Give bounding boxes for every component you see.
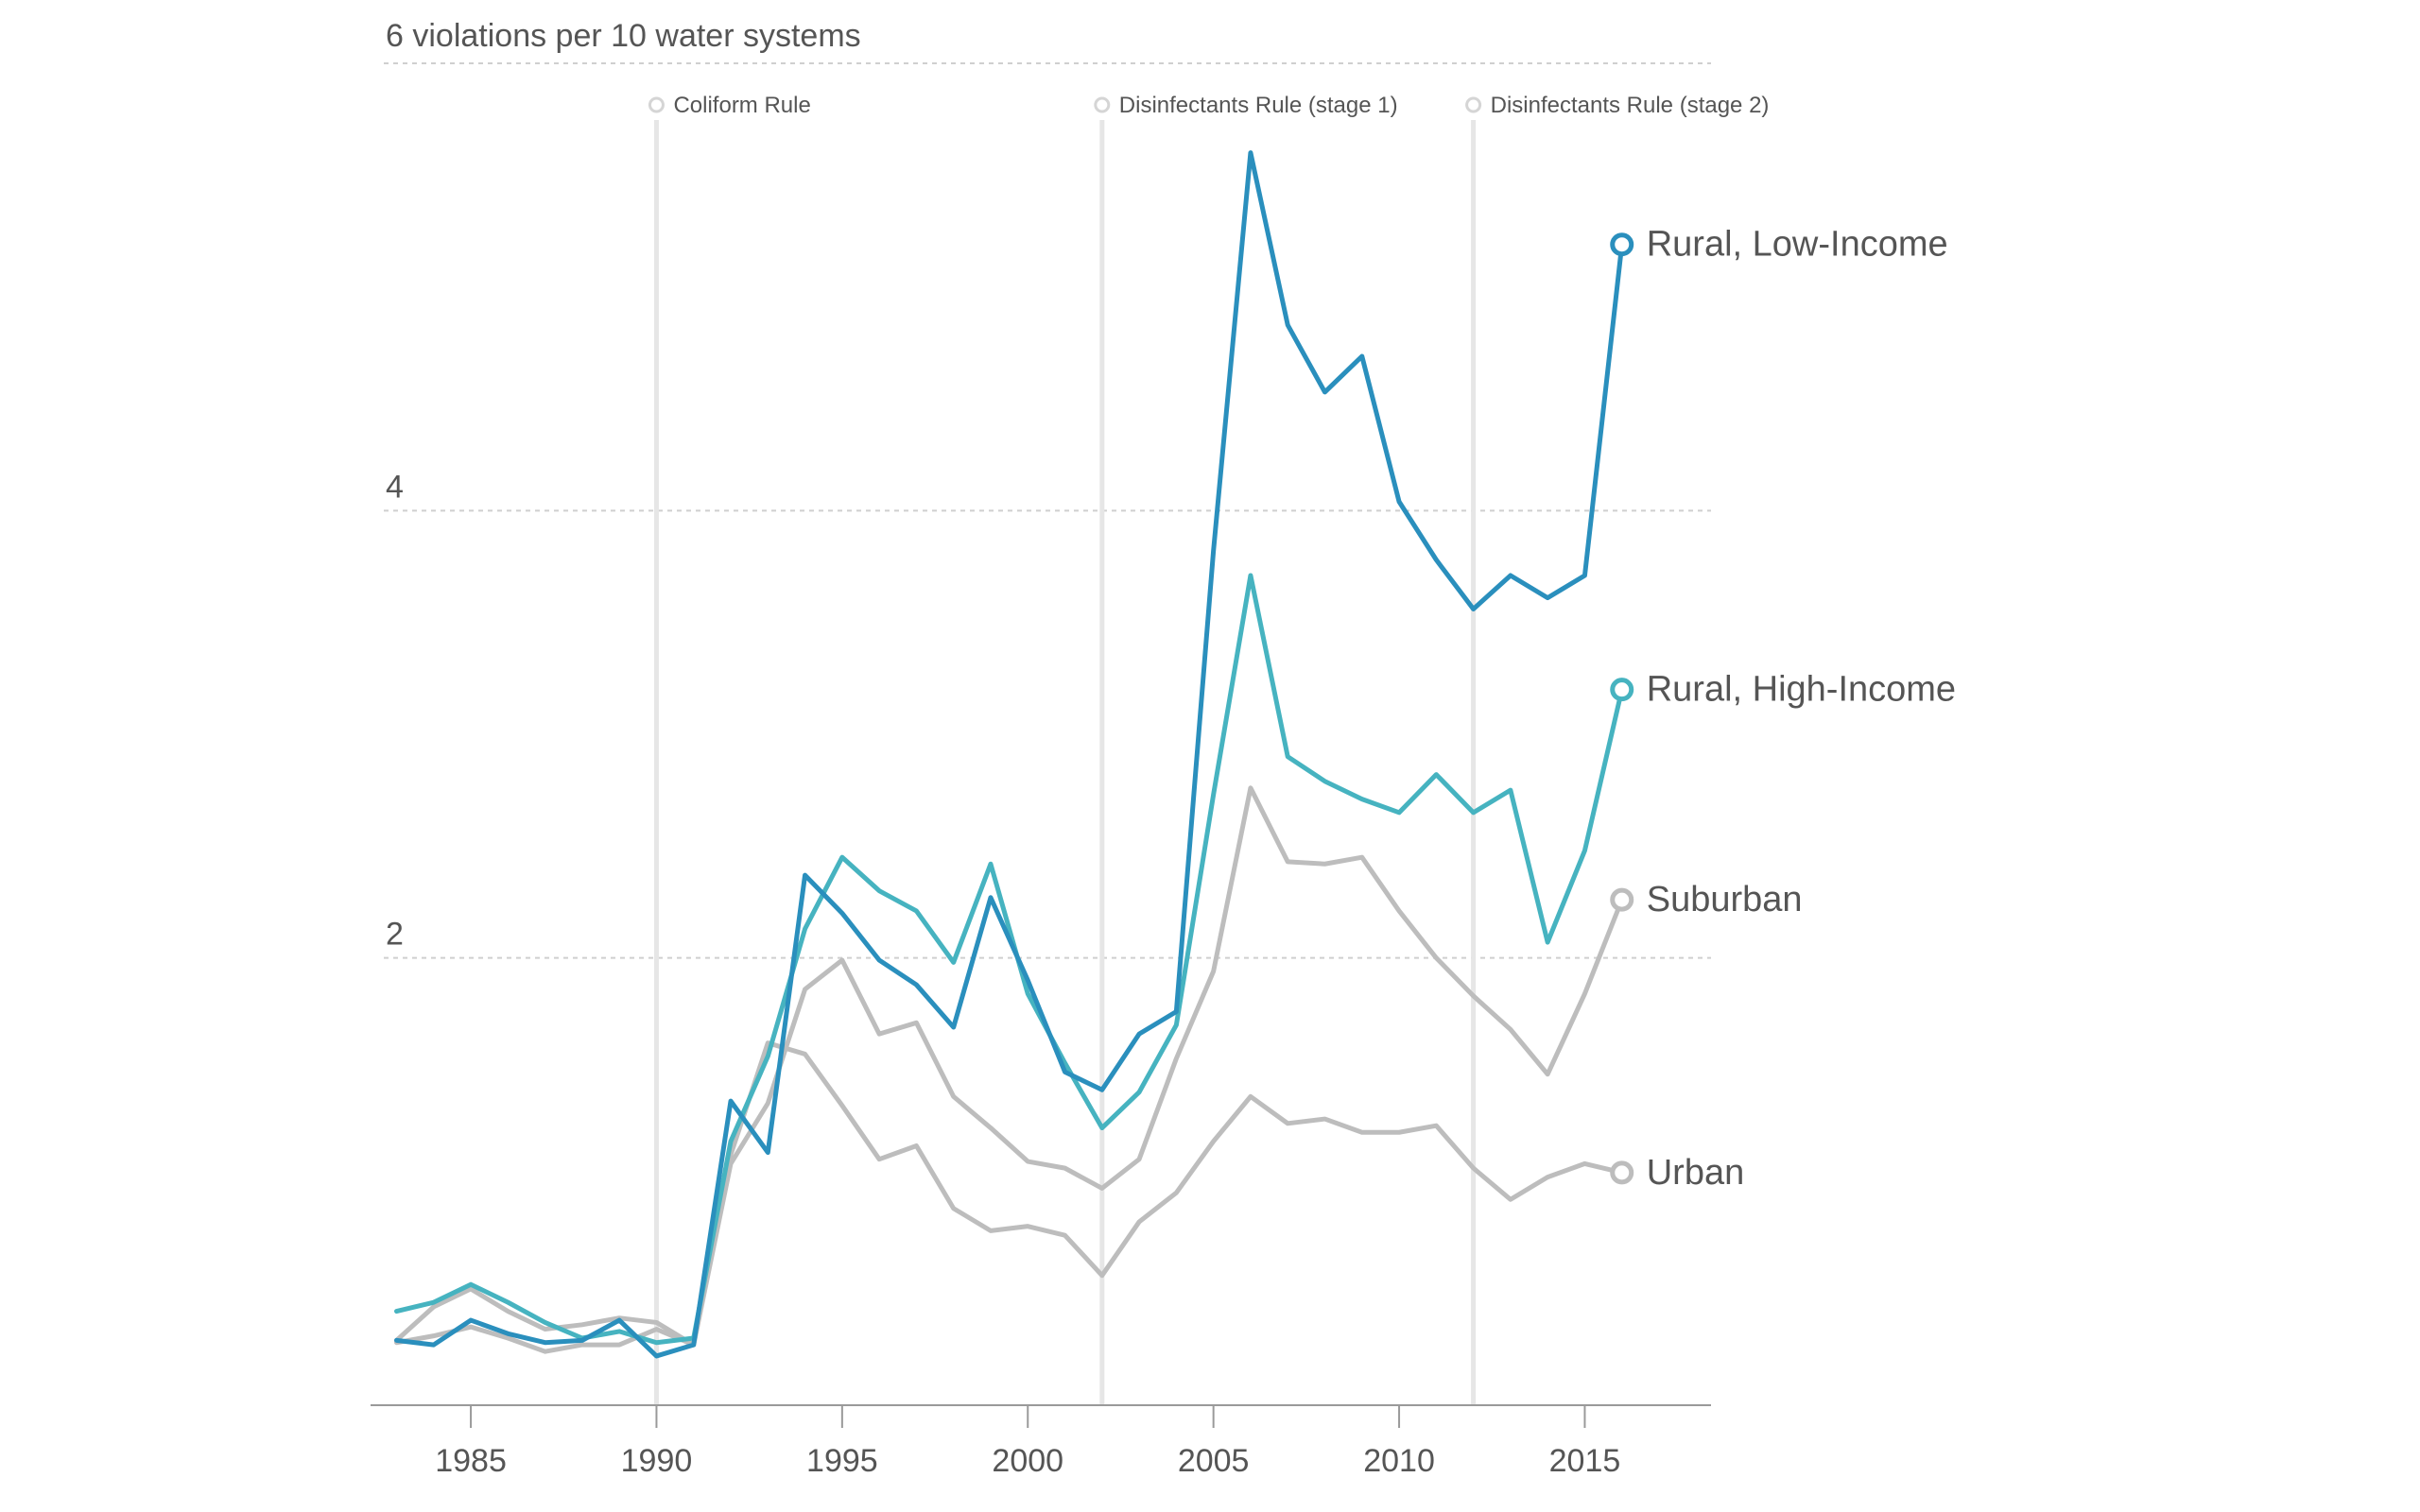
x-tick-label-2015: 2015 [1549,1443,1621,1479]
series-label-rural-low-income: Rural, Low-Income [1647,225,1948,265]
y-tick-label-4: 4 [386,469,404,505]
series-labels: Urban Suburban Rural, High-Income Rural, Lo… [1610,225,1956,1193]
series-line-rural-low-income [393,150,1625,1359]
series-label-rural-high-income: Rural, High-Income [1647,670,1956,710]
event-label-disinfectants-rule-stage-1: Disinfectants Rule (stage 1) [1119,93,1398,118]
event-label-coliform-rule: Coliform Rule [673,93,810,118]
gridlines: 6 violations per 10 water systems 2 4 [384,18,1711,959]
series-lines [393,150,1625,1359]
event-marker-disinfectants-rule-stage-1 [1094,96,1111,113]
series-label-urban: Urban [1647,1153,1745,1193]
regulation-events: Coliform Rule Disinfectants Rule (stage 1… [648,93,1770,1405]
series-line-suburban [393,785,1625,1348]
event-label-disinfectants-rule-stage-2: Disinfectants Rule (stage 2) [1491,93,1770,118]
series-end-marker-urban [1610,1160,1634,1185]
x-tick-label-1985: 1985 [435,1443,507,1479]
y-tick-label-2: 2 [386,917,404,953]
series-end-marker-rural-low-income [1610,232,1634,257]
x-tick-label-2005: 2005 [1178,1443,1250,1479]
event-marker-disinfectants-rule-stage-2 [1465,96,1482,113]
series-line-rural-high-income [393,573,1625,1346]
x-tick-label-1995: 1995 [806,1443,878,1479]
y-axis-top-label: 6 violations per 10 water systems [386,18,861,54]
x-tick-label-2000: 2000 [992,1443,1063,1479]
series-end-marker-suburban [1610,887,1634,912]
series-line-urban [393,1040,1625,1354]
event-marker-coliform-rule [648,96,665,113]
series-label-suburban: Suburban [1647,880,1803,919]
x-tick-label-2010: 2010 [1363,1443,1435,1479]
series-end-marker-rural-high-income [1610,678,1634,702]
x-tick-label-1990: 1990 [621,1443,693,1479]
x-axis: 1985 1990 1995 2000 2005 2010 2015 [371,1404,1711,1479]
